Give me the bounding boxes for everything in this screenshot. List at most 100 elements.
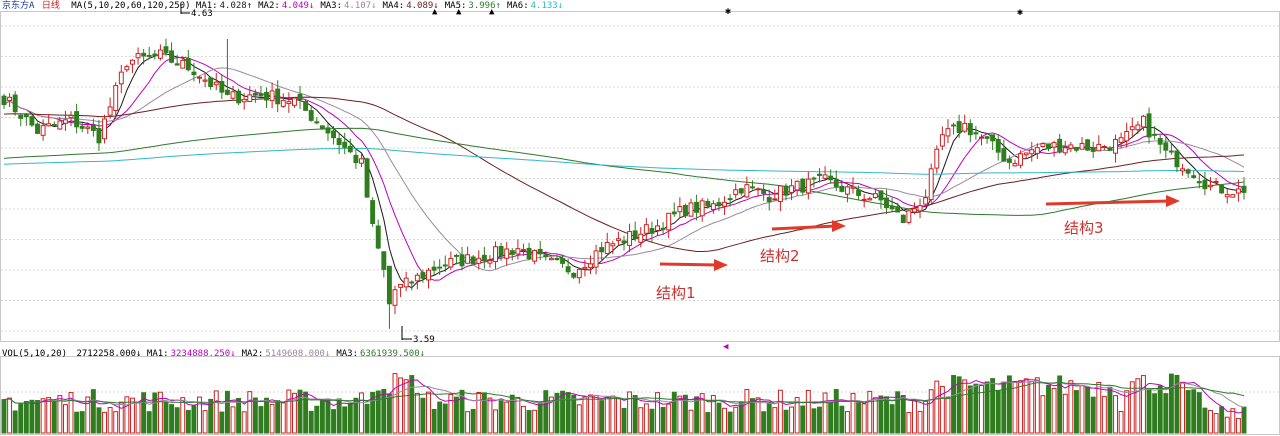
candle [548,256,554,261]
volume-bar [213,390,219,434]
volume-bar [141,392,147,434]
candle [844,185,850,203]
volume-bar [532,409,538,434]
candle [325,123,331,141]
candle-body [956,121,962,133]
vol-ma-value: 5149608.000↓ [265,349,330,359]
candle-body [828,175,834,181]
volume-bar [118,401,124,434]
candle-body [984,136,990,139]
candle [934,145,940,174]
volume-bar [1208,409,1213,434]
candle-body [1029,149,1035,155]
vol-ma-value: 3234888.250↓ [171,349,236,359]
candle-body [1129,126,1135,131]
candle [118,64,124,94]
ma-label: MA6: [507,1,529,11]
candle-body [1157,137,1163,145]
candle-body [12,94,18,113]
volume-bar [35,400,40,434]
candle [319,125,325,130]
candle-body [911,208,917,213]
candle-body [521,249,526,252]
volume-bar [124,396,130,434]
volume-bar [783,409,789,434]
volume-bar [554,392,560,434]
candle [141,48,147,65]
candle [889,197,895,212]
volume-bar [588,394,593,434]
volume-bar [805,389,811,434]
volume-bar [1085,386,1091,434]
candle-body [906,210,912,223]
candle-body [934,148,940,169]
candle-body [185,58,191,71]
candle [498,242,504,262]
stock-name: 京东方A [2,0,35,11]
volume-bar [694,396,700,434]
candle-body [939,134,945,147]
volume-bar [398,377,404,434]
candle [152,49,158,60]
candle [191,62,197,82]
candle-body [442,264,448,267]
ma-label: MA5: [445,1,467,11]
candle [576,267,582,284]
candle [939,126,945,151]
candle [286,92,292,113]
candle-body [783,185,789,196]
candle [956,114,962,138]
candle [521,243,526,256]
volume-bar [677,395,683,434]
volume-bar [370,391,376,434]
candle [928,163,934,204]
volume-bar [1163,393,1169,434]
volume-bar [386,393,392,434]
candle-body [995,138,1001,153]
volume-bar [666,403,672,434]
candle-body [202,79,208,82]
candle-body [850,186,856,189]
candle-body [699,200,705,217]
volume-bar [878,395,884,434]
candle-body [465,254,471,264]
volume-bar [671,391,677,434]
candle [258,85,264,97]
ma-label: MA4: [383,1,405,11]
candle-body [269,90,275,102]
candle-body [844,186,850,195]
volume-bar [264,397,269,434]
candle [46,114,52,127]
candle-body [660,227,666,230]
candle [208,76,214,90]
candle-body [604,241,610,255]
candle-body [476,257,482,264]
candle [817,168,822,183]
candle [102,114,107,144]
event-marker: ✱ [725,6,731,17]
volume-bar [984,381,990,434]
candle [1219,184,1225,194]
candle-body [208,77,214,88]
candle [565,258,571,275]
volume-bar [817,406,822,434]
volume-bar [448,393,454,434]
candle [716,197,722,211]
candle [1202,171,1208,196]
candle-body [716,202,722,207]
candle [135,47,141,65]
candle-body [761,189,767,194]
volume-bar [62,404,68,434]
candle-body [962,122,968,132]
candle-body [1224,194,1230,198]
candle [57,116,63,130]
candle-body [426,269,431,281]
candle [610,240,616,255]
candle-body [157,49,163,59]
candle [554,254,560,261]
candle [264,87,269,109]
candle-body [96,128,102,144]
candle [163,38,169,56]
volume-bar [1012,380,1018,434]
candle-body [1219,184,1225,194]
